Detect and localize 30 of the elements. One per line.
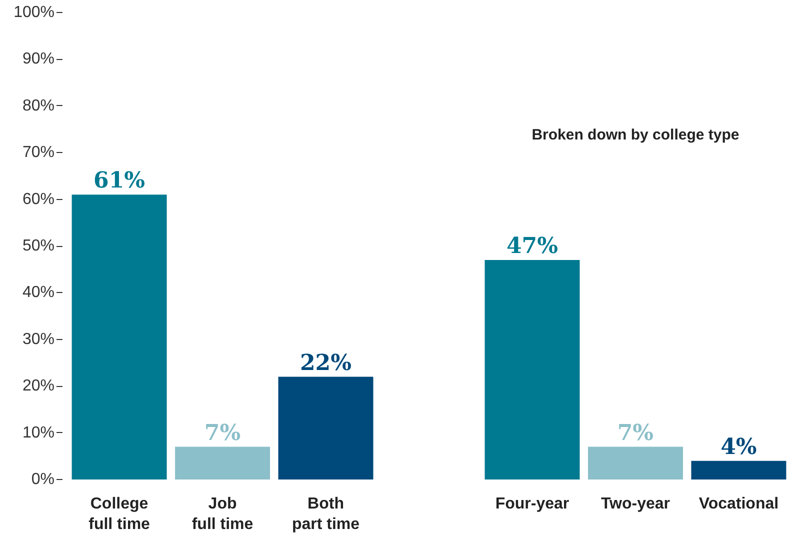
y-tick-label: 70% bbox=[22, 144, 55, 162]
bar bbox=[278, 376, 374, 480]
x-tick-label: Vocational bbox=[698, 496, 779, 512]
y-tick-label: 50% bbox=[22, 238, 55, 254]
x-tick-label: Job full time bbox=[192, 496, 254, 533]
x-tick-label: Four-year bbox=[495, 496, 570, 512]
bar bbox=[175, 446, 270, 480]
x-tick-label: College full time bbox=[88, 496, 150, 533]
data-label: 4% bbox=[720, 434, 757, 460]
bar bbox=[484, 260, 580, 480]
data-label: 7% bbox=[617, 420, 654, 446]
data-label: 7% bbox=[204, 420, 241, 446]
y-tick-label: 100% bbox=[14, 4, 54, 21]
bar bbox=[72, 194, 167, 480]
y-tick-label: 30% bbox=[22, 330, 55, 348]
annotation: Broken down by college type bbox=[532, 126, 740, 144]
x-tick-label: Two-year bbox=[600, 496, 670, 512]
y-tick-label: 0% bbox=[31, 471, 54, 488]
y-tick-label: 20% bbox=[22, 378, 55, 395]
y-tick-label: 60% bbox=[22, 190, 55, 208]
y-tick-label: 10% bbox=[22, 424, 55, 442]
data-label: 47% bbox=[506, 233, 558, 260]
y-tick-label: 80% bbox=[22, 97, 55, 114]
y-tick-label: 90% bbox=[22, 50, 55, 68]
x-tick-label: Both part time bbox=[292, 496, 360, 533]
bar bbox=[691, 460, 786, 480]
bar bbox=[588, 446, 683, 480]
y-tick-label: 40% bbox=[22, 284, 55, 302]
data-label: 22% bbox=[300, 350, 352, 376]
data-label: 61% bbox=[94, 168, 146, 194]
